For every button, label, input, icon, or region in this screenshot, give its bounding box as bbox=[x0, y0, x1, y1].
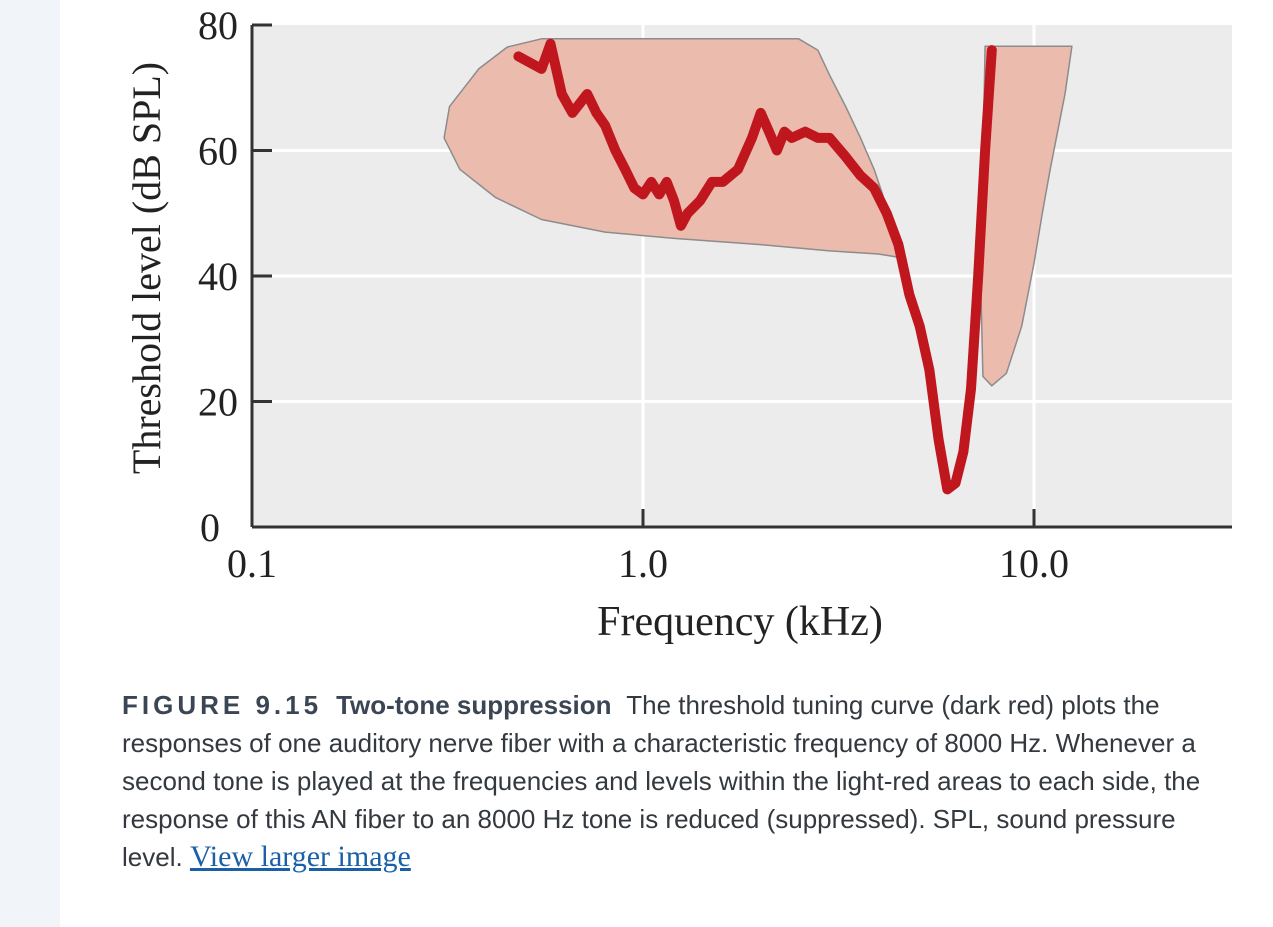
tuning-curve-point bbox=[733, 164, 743, 174]
tuning-curve-point bbox=[951, 478, 961, 488]
view-larger-image-link[interactable]: View larger image bbox=[189, 840, 411, 873]
tuning-curve-point bbox=[756, 108, 766, 118]
tuning-curve-point bbox=[966, 384, 976, 394]
tuning-curve-point bbox=[856, 171, 866, 181]
tuning-curve-point bbox=[958, 447, 968, 457]
tuning-curve-point bbox=[893, 240, 903, 250]
tuning-curve-point bbox=[546, 39, 556, 49]
figure-title: Two-tone suppression bbox=[336, 690, 612, 720]
tuning-curve-point bbox=[707, 177, 717, 187]
tuning-curve-point bbox=[683, 208, 693, 218]
x-tick-label: 1.0 bbox=[618, 541, 668, 586]
tuning-curve-point bbox=[582, 89, 592, 99]
tuning-curve-point bbox=[536, 64, 546, 74]
tuning-curve-point bbox=[924, 365, 934, 375]
tuning-curve-point bbox=[779, 127, 789, 137]
x-tick-label: 10.0 bbox=[999, 541, 1069, 586]
tuning-curve-point bbox=[869, 183, 879, 193]
tuning-curve-point bbox=[567, 108, 577, 118]
tuning-curve-point bbox=[747, 133, 757, 143]
tuning-curve-point bbox=[513, 51, 523, 61]
caption-text: The threshold tuning curve (dark red) pl… bbox=[122, 690, 1201, 872]
figure-caption: FIGURE 9.15 Two-tone suppression The thre… bbox=[122, 686, 1242, 876]
tuning-curve-point bbox=[600, 120, 610, 130]
y-tick-label: 20 bbox=[198, 380, 238, 425]
figure-chart: 0 20 40 60 80 0.1 1.0 10.0 Frequency (kHz) Thre… bbox=[120, 0, 1240, 660]
tuning-curve-point bbox=[882, 208, 892, 218]
tuning-curve-point bbox=[638, 189, 648, 199]
y-tick-label: 40 bbox=[198, 254, 238, 299]
tuning-curve-point bbox=[800, 127, 810, 137]
x-tick-label: 0.1 bbox=[227, 541, 277, 586]
chart-svg: 0 20 40 60 80 0.1 1.0 10.0 Frequency (kHz) Thre… bbox=[124, 3, 1232, 645]
suppression-area-high bbox=[979, 45, 1073, 387]
tuning-curve-point bbox=[813, 133, 823, 143]
tuning-curve-point bbox=[904, 290, 914, 300]
figure-number: FIGURE 9.15 bbox=[122, 690, 323, 720]
y-tick-label: 0 bbox=[200, 505, 220, 550]
tuning-curve-point bbox=[973, 271, 983, 281]
y-tick-label: 60 bbox=[198, 129, 238, 174]
tuning-curve-point bbox=[987, 45, 997, 55]
tuning-curve-point bbox=[620, 164, 630, 174]
tuning-curve-point bbox=[841, 152, 851, 162]
tuning-curve-point bbox=[980, 146, 990, 155]
tuning-curve-point bbox=[787, 133, 797, 143]
tuning-curve-point bbox=[915, 321, 925, 331]
y-tick-label: 80 bbox=[198, 3, 238, 48]
y-axis-label: Threshold level (dB SPL) bbox=[124, 62, 169, 474]
tuning-curve-point bbox=[669, 196, 679, 206]
tuning-curve-point bbox=[646, 177, 656, 187]
tuning-curve-point bbox=[934, 434, 944, 444]
tuning-curve-point bbox=[629, 183, 639, 193]
left-sidebar-strip bbox=[0, 0, 60, 927]
tuning-curve-point bbox=[695, 196, 705, 206]
tuning-curve-point bbox=[557, 89, 567, 99]
tick-labels: 0 20 40 60 80 0.1 1.0 10.0 bbox=[198, 3, 1069, 586]
axes bbox=[250, 23, 1232, 529]
tuning-curve-point bbox=[610, 146, 620, 155]
tuning-curve-point bbox=[718, 177, 728, 187]
tuning-curve-point bbox=[825, 133, 835, 143]
tuning-curve-layer bbox=[513, 38, 997, 495]
tuning-curve-point bbox=[764, 127, 774, 137]
tuning-curve-point bbox=[591, 108, 601, 118]
tuning-curve-point bbox=[942, 484, 952, 494]
x-axis-label: Frequency (kHz) bbox=[597, 599, 883, 645]
tuning-curve-point bbox=[772, 146, 782, 155]
tuning-curve-point bbox=[654, 189, 664, 199]
tuning-curve-point bbox=[662, 177, 672, 187]
tuning-curve-point bbox=[676, 221, 686, 231]
